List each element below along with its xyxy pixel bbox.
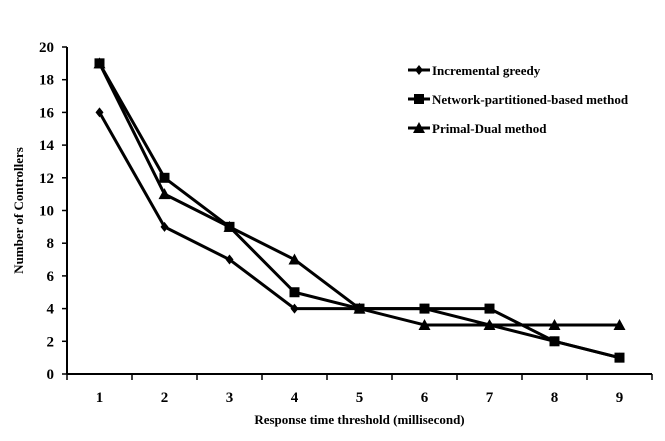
- x-tick-label: 8: [551, 390, 559, 406]
- data-point-triangle: [93, 57, 106, 69]
- data-point-triangle: [353, 302, 366, 314]
- data-point-triangle: [548, 318, 561, 330]
- legend: Incremental greedy Network-partitioned-ba…: [408, 63, 629, 136]
- data-point-diamond: [225, 254, 234, 265]
- x-tick-label: 5: [356, 390, 364, 406]
- x-tick-label: 2: [161, 390, 169, 406]
- data-point-triangle: [483, 318, 496, 330]
- data-point-triangle: [613, 318, 626, 330]
- y-tick-label: 4: [47, 302, 55, 318]
- legend-marker-triangle: [413, 122, 425, 133]
- y-tick-label: 20: [39, 40, 54, 56]
- legend-label: Incremental greedy: [432, 63, 541, 78]
- x-tick-label: 3: [226, 390, 234, 406]
- data-point-square: [549, 336, 560, 347]
- y-tick-label: 10: [39, 204, 54, 220]
- x-axis-title: Response time threshold (millisecond): [254, 412, 464, 427]
- legend-marker-square: [414, 94, 424, 104]
- x-tick-label: 1: [96, 390, 104, 406]
- data-point-square: [419, 303, 430, 314]
- series-group: [93, 57, 626, 363]
- y-tick-label: 12: [39, 171, 54, 187]
- y-ticks: 0 2 4 6 8 10 12 14 16 18 20: [39, 40, 67, 383]
- data-point-triangle: [288, 253, 301, 265]
- legend-label: Primal-Dual method: [432, 121, 547, 136]
- legend-label: Network-partitioned-based method: [432, 92, 629, 107]
- y-tick-label: 14: [39, 138, 55, 154]
- y-axis-title: Number of Controllers: [11, 147, 26, 274]
- x-ticks: 1 2 3 4 5 6 7 8 9: [66, 374, 653, 406]
- data-point-triangle: [223, 220, 236, 232]
- series-2: [93, 57, 626, 330]
- data-point-triangle: [418, 318, 431, 330]
- x-tick-label: 6: [421, 390, 429, 406]
- legend-marker-diamond: [415, 65, 423, 75]
- series-line: [98, 111, 620, 360]
- x-tick-label: 7: [486, 390, 494, 406]
- x-tick-label: 4: [291, 390, 299, 406]
- data-point-diamond: [290, 303, 299, 314]
- data-point-triangle: [158, 188, 171, 200]
- data-point-square: [614, 352, 625, 363]
- legend-item: Primal-Dual method: [408, 121, 547, 136]
- legend-item: Incremental greedy: [408, 63, 541, 78]
- data-point-diamond: [160, 221, 169, 232]
- y-tick-label: 18: [39, 73, 54, 89]
- x-tick-label: 9: [616, 390, 624, 406]
- y-tick-label: 16: [39, 105, 55, 121]
- legend-item: Network-partitioned-based method: [408, 92, 629, 107]
- data-point-diamond: [95, 107, 104, 118]
- data-point-square: [289, 287, 300, 298]
- y-tick-label: 0: [47, 367, 55, 383]
- y-tick-label: 2: [47, 334, 55, 350]
- y-tick-label: 8: [47, 236, 55, 252]
- y-tick-label: 6: [47, 269, 55, 285]
- data-point-square: [484, 303, 495, 314]
- data-point-square: [159, 172, 170, 183]
